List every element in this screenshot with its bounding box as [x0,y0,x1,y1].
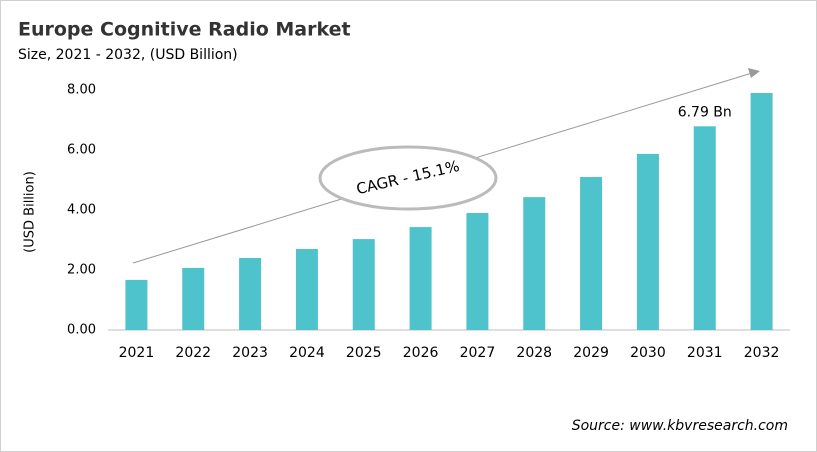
bar [636,153,659,330]
bar [125,279,148,330]
chart-title: Europe Cognitive Radio Market [18,19,351,41]
bar [239,258,262,330]
x-tick-label: 2028 [516,345,552,361]
bar [295,249,318,330]
x-tick-label: 2025 [346,345,382,361]
bar [352,239,375,330]
x-tick-label: 2022 [175,345,211,361]
x-tick-label: 2026 [403,345,439,361]
x-tick-label: 2031 [687,345,723,361]
x-tick-label: 2021 [119,345,155,361]
y-tick-label: 0.00 [67,323,96,338]
y-tick-label: 2.00 [67,263,96,278]
bar [750,93,773,330]
cagr-ellipse [318,145,498,211]
y-tick-label: 8.00 [67,83,96,98]
chart-subtitle: Size, 2021 - 2032, (USD Billion) [18,47,238,63]
bar [580,177,603,330]
bar [182,267,205,330]
x-tick-label: 2023 [232,345,268,361]
x-tick-label: 2027 [460,345,496,361]
bar [466,213,489,330]
x-tick-label: 2032 [744,345,780,361]
data-label: 6.79 Bn [678,104,732,120]
bar [693,126,716,330]
x-tick-label: 2029 [573,345,609,361]
bar [409,227,432,330]
x-tick-label: 2024 [289,345,325,361]
y-tick-label: 4.00 [67,203,96,218]
arrow-head [748,68,760,78]
source: Source: www.kbvresearch.com [572,418,788,434]
x-tick-label: 2030 [630,345,666,361]
y-axis-label: (USD Billion) [23,171,38,253]
bar [523,197,546,330]
y-tick-label: 6.00 [67,143,96,158]
